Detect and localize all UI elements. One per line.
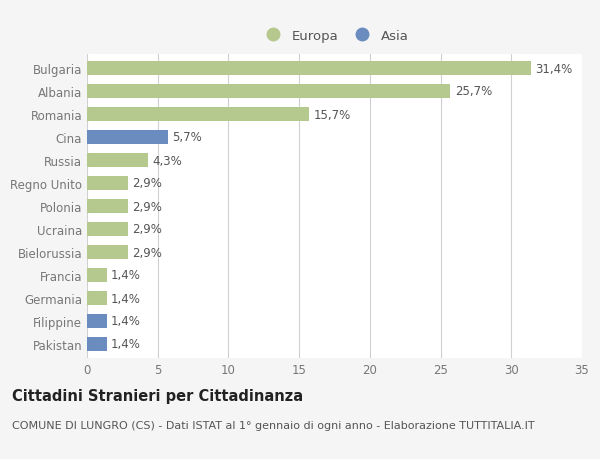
Text: 25,7%: 25,7% xyxy=(455,85,492,98)
Text: 4,3%: 4,3% xyxy=(152,154,182,167)
Text: 15,7%: 15,7% xyxy=(313,108,350,121)
Text: 2,9%: 2,9% xyxy=(132,177,162,190)
Text: COMUNE DI LUNGRO (CS) - Dati ISTAT al 1° gennaio di ogni anno - Elaborazione TUT: COMUNE DI LUNGRO (CS) - Dati ISTAT al 1°… xyxy=(12,420,535,430)
Bar xyxy=(87,154,148,168)
Text: 2,9%: 2,9% xyxy=(132,246,162,259)
Text: 5,7%: 5,7% xyxy=(172,131,202,144)
Bar xyxy=(87,269,107,282)
Bar xyxy=(87,314,107,328)
Bar xyxy=(87,223,128,236)
Bar xyxy=(87,108,309,122)
Bar xyxy=(87,131,167,145)
Bar xyxy=(87,200,128,213)
Text: Cittadini Stranieri per Cittadinanza: Cittadini Stranieri per Cittadinanza xyxy=(12,388,303,403)
Bar xyxy=(87,337,107,351)
Text: 31,4%: 31,4% xyxy=(535,62,572,75)
Legend: Europa, Asia: Europa, Asia xyxy=(260,29,409,42)
Text: 2,9%: 2,9% xyxy=(132,223,162,236)
Text: 2,9%: 2,9% xyxy=(132,200,162,213)
Bar xyxy=(87,85,451,99)
Text: 1,4%: 1,4% xyxy=(111,292,141,305)
Bar xyxy=(87,246,128,259)
Bar xyxy=(87,62,531,76)
Text: 1,4%: 1,4% xyxy=(111,269,141,282)
Bar xyxy=(87,291,107,305)
Text: 1,4%: 1,4% xyxy=(111,338,141,351)
Text: 1,4%: 1,4% xyxy=(111,315,141,328)
Bar xyxy=(87,177,128,190)
